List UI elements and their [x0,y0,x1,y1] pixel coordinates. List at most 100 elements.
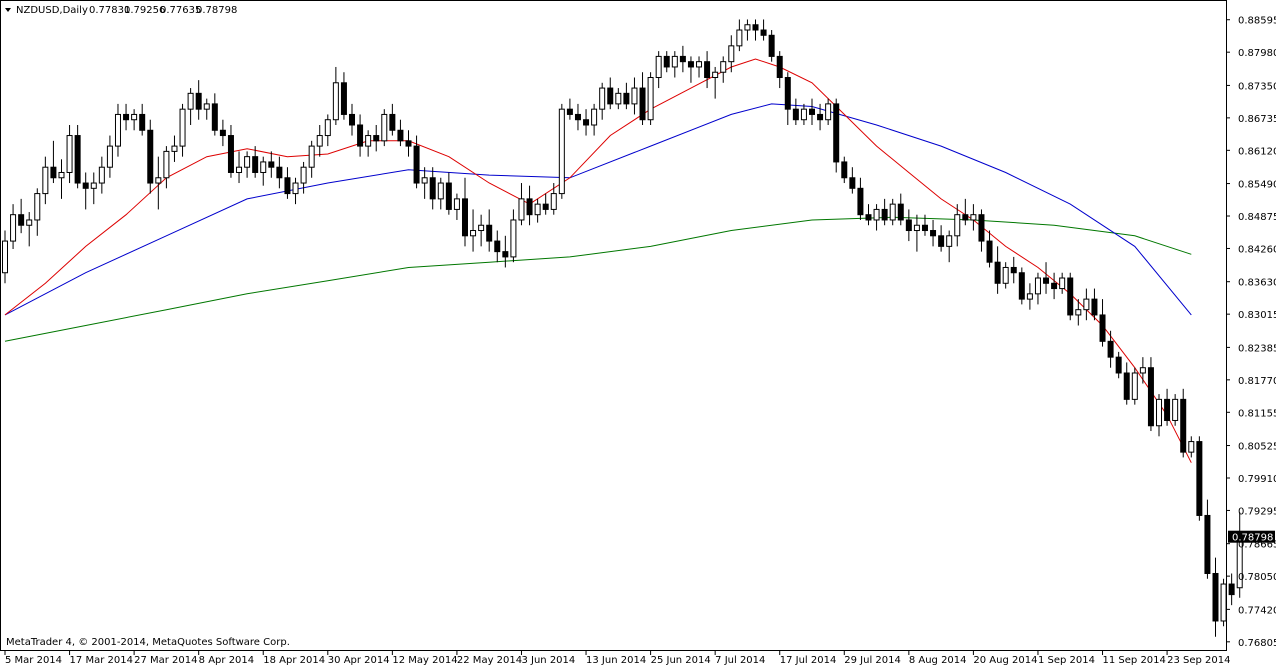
candle-body-bull [744,24,751,31]
y-tick-label: 0.84875 [1238,212,1276,223]
candle [655,51,662,89]
candle-body-bear [1147,367,1154,427]
candle-body-bear [349,113,356,126]
candle-body-bull [381,113,388,142]
chart-menu-triangle-icon[interactable] [5,8,11,12]
candle-body-bear [268,161,275,168]
candle-body-bear [930,230,937,237]
candle [1220,578,1227,627]
candle-body-bear [486,224,493,242]
candle-body-bear [461,198,468,237]
candle-body-bear [211,103,218,131]
candle-body-bull [518,198,525,221]
candle [437,177,444,210]
candle [179,103,186,157]
candle [510,209,517,263]
candle-body-bear [817,113,824,121]
y-tick-label: 0.78050 [1238,572,1276,583]
candle [728,35,735,73]
candle-body-bull [696,61,703,68]
candle [486,209,493,252]
candle [994,246,1001,294]
candle-body-bear [526,198,533,216]
candle-body-bear [809,108,815,115]
x-tick-label: 1 Sep 2014 [1038,655,1095,666]
candle-body-bear [139,113,146,131]
candle [704,51,711,89]
candle [583,109,590,136]
candle [1091,288,1098,321]
candle-body-bull [728,45,735,63]
candle-body-bear [792,108,799,121]
candle [550,183,557,215]
candle-body-bull [179,108,186,147]
candle [42,156,49,205]
candle-body-bear [687,61,694,68]
candle [429,167,436,210]
candle [227,124,234,178]
candle [800,103,807,125]
candle-body-bear [1204,514,1211,574]
candle [1131,367,1138,405]
candle-body-bull [1139,367,1146,374]
candle [946,230,953,263]
candle [671,51,678,78]
candle-body-bear [986,240,993,263]
candle [292,177,299,205]
candle-body-bear [704,61,711,79]
candle [195,80,202,120]
candle [744,19,751,41]
candle [316,124,323,157]
candle [300,161,307,194]
current-price-label: 0.78798 [1228,530,1275,544]
candle [1026,283,1033,310]
candle [365,130,372,157]
candle-body-bear [833,103,840,163]
candle [865,204,872,226]
candle [825,98,832,125]
candle-body-bear [1051,282,1058,290]
candle-body-bear [429,177,436,200]
candle-body-bear [663,55,670,68]
candle-body-bear [768,34,775,57]
candle-body-bull [913,224,920,232]
candle-body-bull [470,230,477,237]
candle-body-bull [591,108,598,126]
candle-body-bull [1172,398,1179,421]
candle [1034,272,1041,305]
candle-body-bear [784,77,791,110]
candle-body-bull [970,214,977,221]
candle-body-bull [615,92,622,105]
candle-body-bear [252,156,259,173]
x-tick-label: 3 Jun 2014 [521,655,575,666]
candle [453,193,460,220]
candle [147,119,154,194]
candle-body-bull [58,171,65,179]
candle-body-bull [171,145,178,152]
candle [26,212,33,247]
candle-body-bull [954,214,961,237]
candle [712,66,719,99]
candle [913,214,920,252]
candle [833,98,840,173]
candle-body-bull [324,119,331,137]
candle [461,177,468,247]
candle [599,82,606,120]
candle-body-bull [437,182,444,200]
candle-body-bull [155,177,162,184]
candle [566,98,573,120]
candle [349,103,356,136]
candle-body-bull [647,77,654,121]
candle-body-bull [316,135,323,147]
candle [752,19,759,41]
candle [970,204,977,231]
candle [623,82,630,110]
candle [1180,388,1187,458]
candle [938,225,945,252]
candle [897,193,904,226]
candle-body-bear [881,208,888,221]
candle-body-bull [946,235,953,247]
candle [155,156,162,210]
candle [58,159,65,199]
